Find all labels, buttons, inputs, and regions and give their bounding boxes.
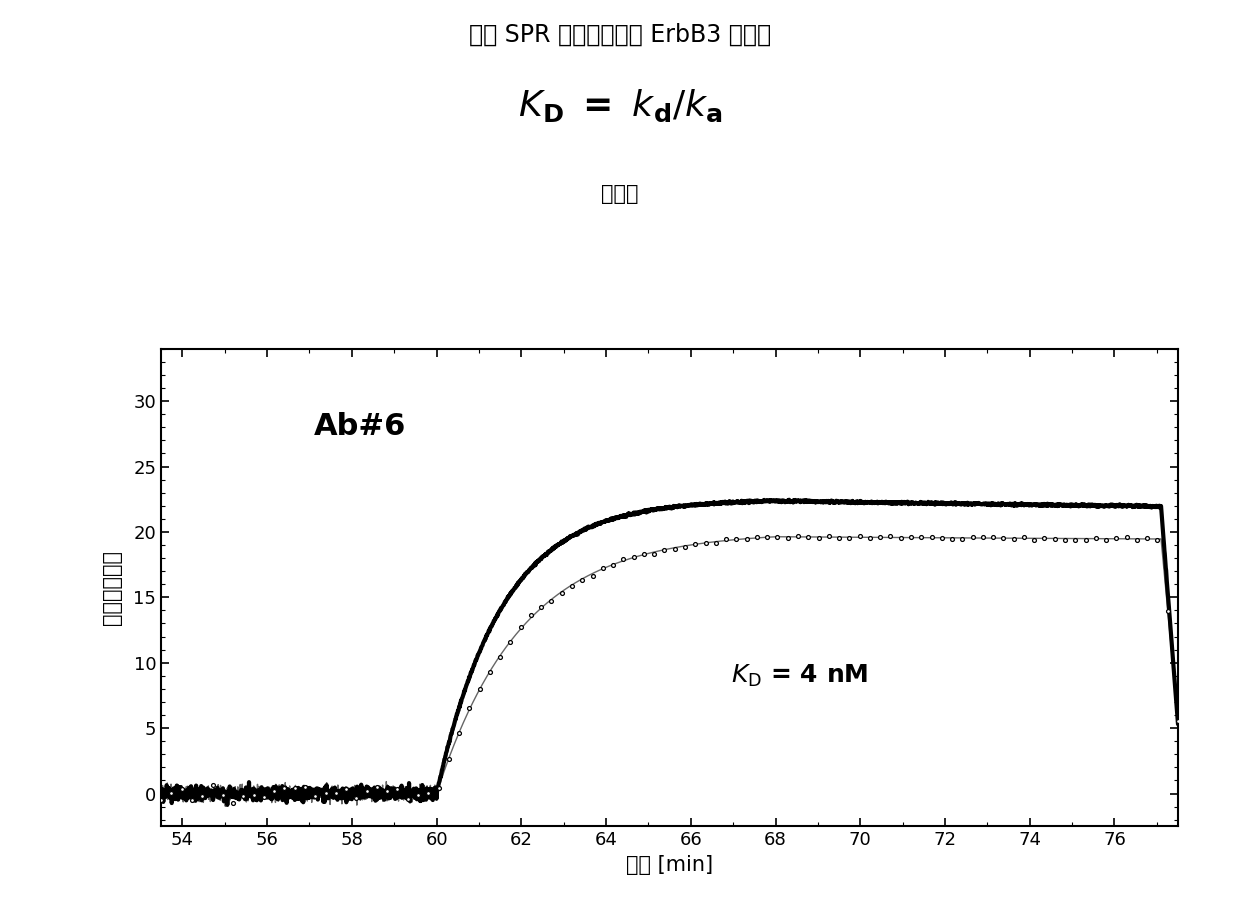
- X-axis label: 时间 [min]: 时间 [min]: [626, 855, 713, 875]
- Y-axis label: 共振改变单元: 共振改变单元: [102, 550, 123, 625]
- Text: 通过 SPR 测量的抵体与 ErbB3 的结合: 通过 SPR 测量的抵体与 ErbB3 的结合: [469, 23, 771, 47]
- Text: $\mathit{K}_\mathrm{D}$ = 4 nM: $\mathit{K}_\mathrm{D}$ = 4 nM: [730, 663, 868, 689]
- Text: 亲和力: 亲和力: [601, 184, 639, 204]
- Text: $\mathbf{\mathit{K}}_\mathbf{D}\ \mathbf{=}\ \mathbf{\mathit{k}}_\mathbf{d}/\mat: $\mathbf{\mathit{K}}_\mathbf{D}\ \mathbf…: [517, 87, 723, 124]
- Text: Ab#6: Ab#6: [314, 412, 405, 441]
